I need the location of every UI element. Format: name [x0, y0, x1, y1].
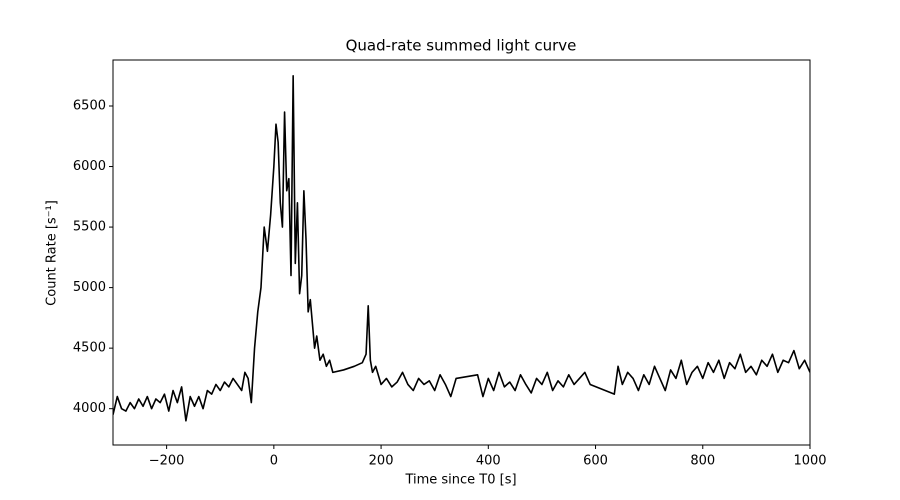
x-tick-label: 800: [690, 454, 715, 469]
y-tick-label: 6500: [73, 99, 106, 114]
y-tick-label: 4500: [73, 341, 106, 356]
y-tick-label: 5500: [73, 220, 106, 235]
x-tick-label: 0: [270, 454, 278, 469]
x-tick-label: 400: [476, 454, 501, 469]
y-tick-label: 4000: [73, 401, 106, 416]
y-tick-label: 5000: [73, 280, 106, 295]
chart-title: Quad-rate summed light curve: [346, 37, 577, 55]
x-tick-label: 200: [369, 454, 394, 469]
y-tick-label: 6000: [73, 159, 106, 174]
x-tick-label: −200: [149, 454, 185, 469]
y-axis-label: Count Rate [s⁻¹]: [45, 200, 60, 306]
x-tick-label: 1000: [793, 454, 826, 469]
x-tick-label: 600: [583, 454, 608, 469]
data-line: [113, 74, 810, 422]
x-axis-label: Time since T0 [s]: [404, 473, 516, 488]
plot-frame: [112, 59, 811, 446]
